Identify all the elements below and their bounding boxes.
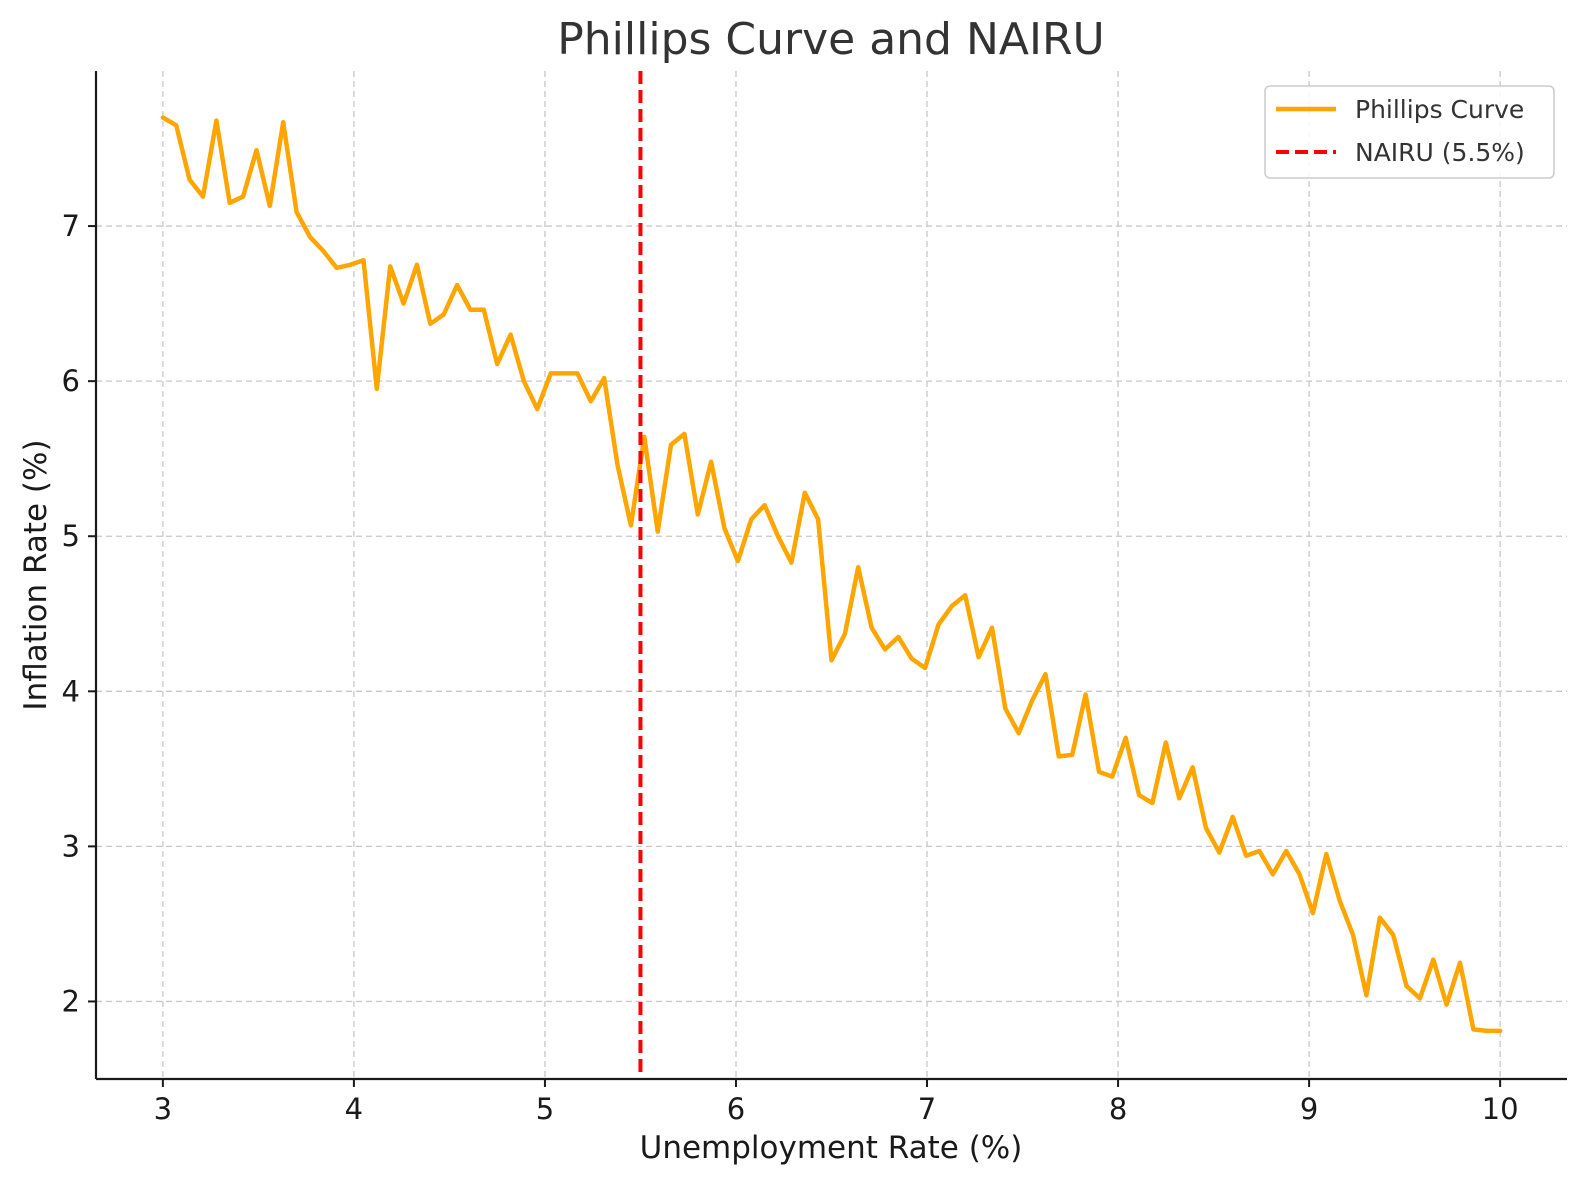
ticks: 3 4 5 6 7 8 9 10 2 3 4 5 6 7 [62, 209, 1519, 1126]
y-tick-label: 4 [62, 674, 80, 708]
y-tick-label: 3 [62, 829, 80, 863]
legend-frame [1264, 85, 1555, 179]
phillips-curve-line [160, 115, 1503, 1034]
chart-title: Phillips Curve and NAIRU [557, 14, 1105, 65]
x-tick-label: 4 [345, 1092, 363, 1126]
x-tick-label: 10 [1482, 1092, 1519, 1126]
x-tick-label: 9 [1300, 1092, 1318, 1126]
y-axis-label: Inflation Rate (%) [18, 439, 54, 710]
series-layer [160, 71, 1503, 1079]
x-tick-label: 7 [918, 1092, 936, 1126]
legend: Phillips Curve NAIRU (5.5%) [1264, 85, 1555, 179]
legend-label-phillips-curve: Phillips Curve [1355, 95, 1524, 124]
x-axis-label: Unemployment Rate (%) [640, 1130, 1023, 1166]
x-tick-label: 3 [154, 1092, 172, 1126]
x-tick-label: 8 [1109, 1092, 1127, 1126]
y-tick-label: 7 [62, 209, 80, 243]
grid [96, 71, 1567, 1079]
y-tick-label: 5 [62, 519, 80, 553]
x-tick-label: 6 [727, 1092, 745, 1126]
legend-label-nairu: NAIRU (5.5%) [1355, 138, 1525, 167]
axes [94, 71, 1567, 1081]
y-tick-label: 2 [62, 984, 80, 1018]
x-tick-label: 5 [536, 1092, 554, 1126]
y-tick-label: 6 [62, 364, 80, 398]
